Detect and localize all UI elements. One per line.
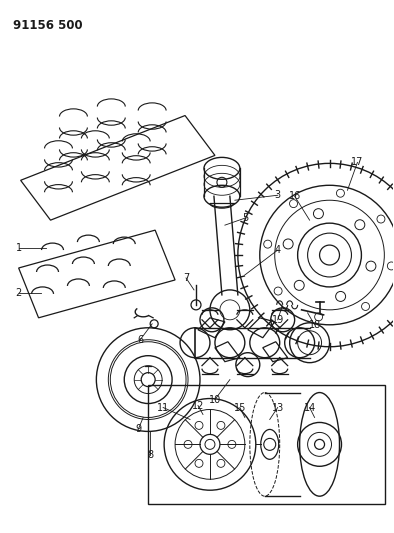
Text: 6: 6 xyxy=(137,335,143,345)
Text: 18: 18 xyxy=(309,320,321,330)
Text: 19: 19 xyxy=(271,315,284,325)
Text: 4: 4 xyxy=(275,245,281,255)
Text: 11: 11 xyxy=(157,402,169,413)
Text: 7: 7 xyxy=(183,273,189,283)
Text: 5: 5 xyxy=(242,213,248,223)
Text: 15: 15 xyxy=(234,402,246,413)
Text: 91156 500: 91156 500 xyxy=(13,19,82,32)
Text: 14: 14 xyxy=(303,402,316,413)
Text: 3: 3 xyxy=(275,190,281,200)
Bar xyxy=(148,385,385,504)
Text: 2: 2 xyxy=(15,288,22,298)
Text: 9: 9 xyxy=(135,424,141,434)
Text: 10: 10 xyxy=(209,394,221,405)
Text: 8: 8 xyxy=(147,450,153,461)
Text: 16: 16 xyxy=(288,191,301,201)
Text: 17: 17 xyxy=(351,157,364,167)
Text: 13: 13 xyxy=(271,402,284,413)
Text: 1: 1 xyxy=(16,243,22,253)
Text: 12: 12 xyxy=(192,400,204,410)
